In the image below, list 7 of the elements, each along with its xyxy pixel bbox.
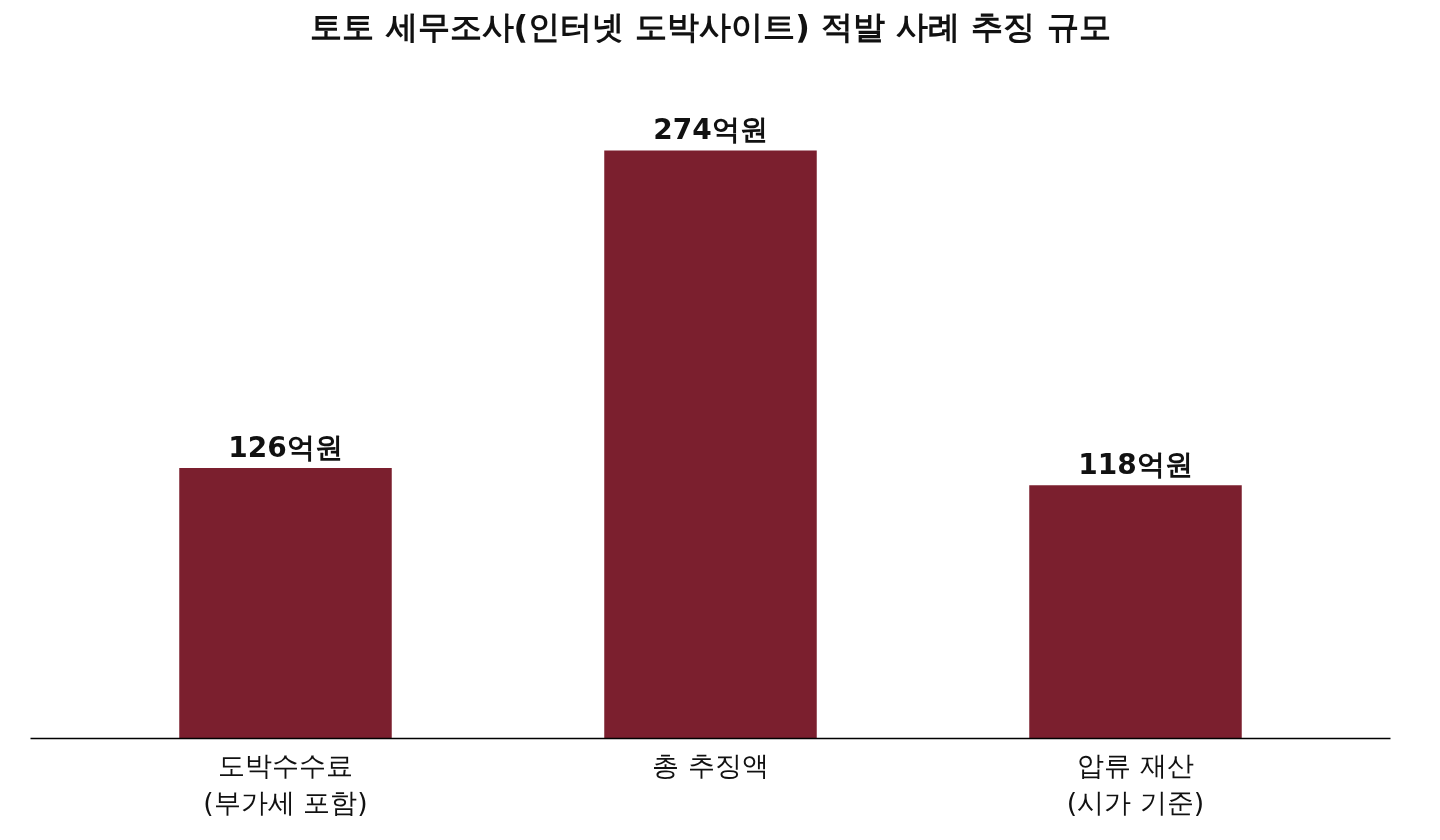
x-tick-label: 총 추징액 [652,749,769,781]
data-label: 118억원 [1078,448,1193,482]
data-label: 126억원 [228,431,343,465]
chart-title: 토토 세무조사(인터넷 도박사이트) 적발 사례 추징 규모 [310,7,1111,46]
data-label: 274억원 [653,113,768,147]
x-tick-label: 압류 재산 (시가 기준) [1066,749,1205,818]
x-tick-label: 도박수수료 (부가세 포함) [203,749,368,818]
